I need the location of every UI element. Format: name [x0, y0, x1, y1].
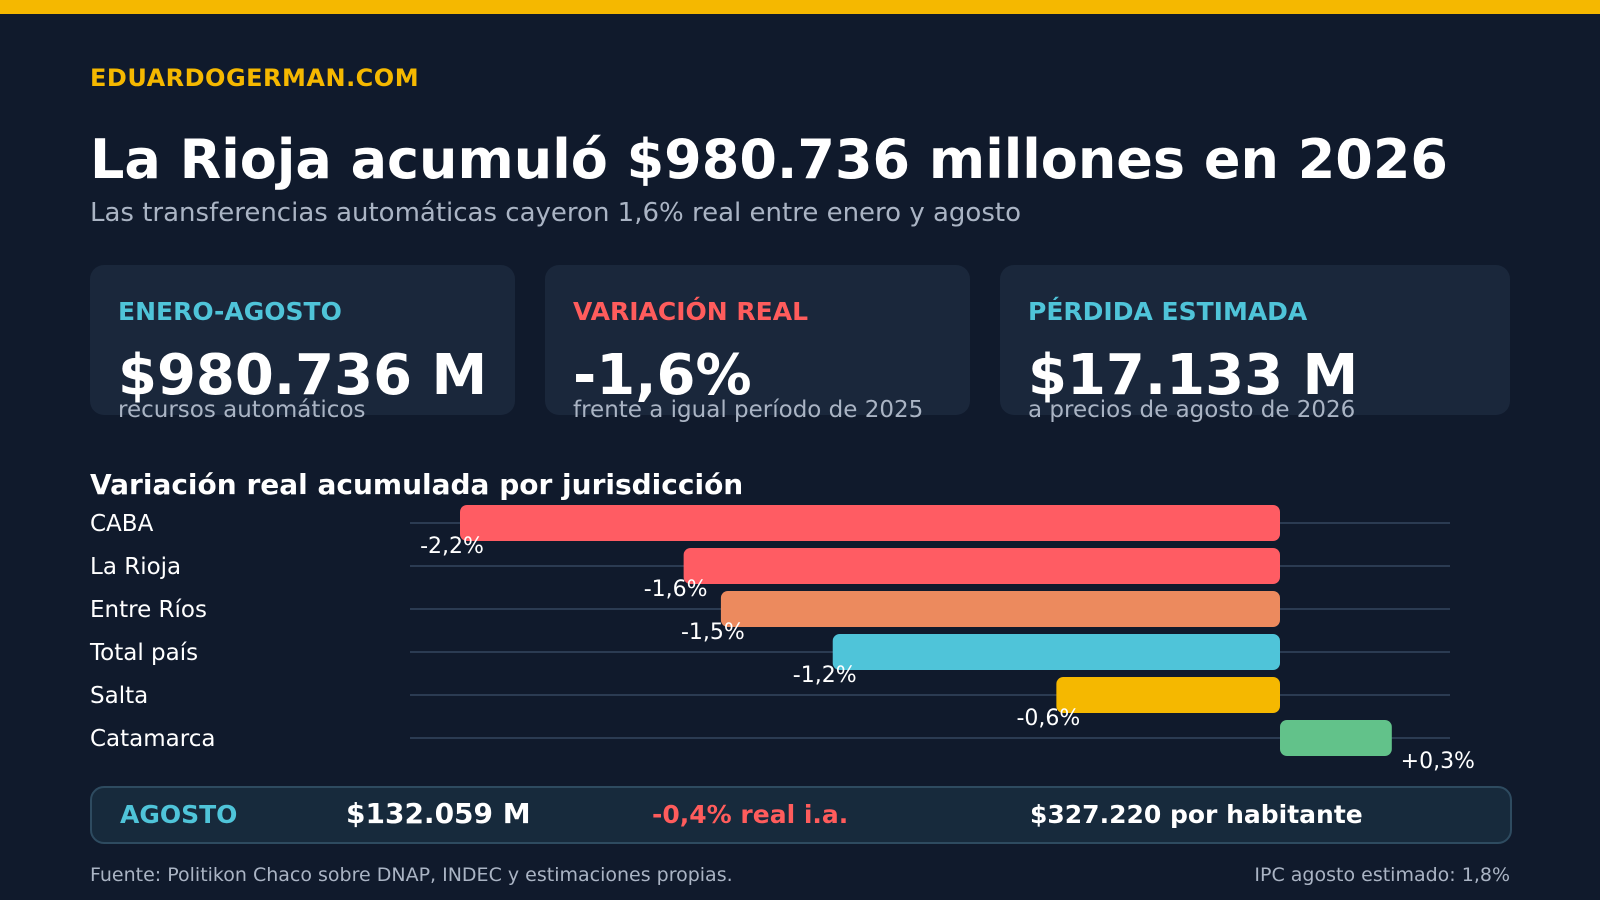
category-label: Entre Ríos	[90, 597, 207, 623]
summary-amount: $132.059 M	[346, 797, 531, 830]
kpi-label: VARIACIÓN REAL	[573, 297, 809, 326]
kpi-label: ENERO-AGOSTO	[118, 297, 342, 326]
bar	[683, 548, 1280, 584]
value-label: -2,2%	[420, 534, 484, 559]
top-accent-bar	[0, 0, 1600, 14]
headline: La Rioja acumuló $980.736 millones en 20…	[90, 128, 1448, 191]
summary-label: AGOSTO	[120, 800, 238, 829]
value-label: +0,3%	[1401, 749, 1475, 774]
category-label: CABA	[90, 511, 154, 537]
value-label: -1,5%	[681, 620, 745, 645]
value-label: -1,6%	[644, 577, 708, 602]
value-label: -0,6%	[1016, 706, 1080, 731]
category-label: Total país	[89, 640, 198, 666]
kpi-value: -1,6%	[573, 343, 752, 408]
kpi-note: frente a igual período de 2025	[573, 397, 924, 423]
source-note: Fuente: Politikon Chaco sobre DNAP, INDE…	[90, 864, 733, 886]
chart-title: Variación real acumulada por jurisdicció…	[90, 468, 744, 501]
bar	[1280, 720, 1392, 756]
kpi-card-variacion-real: VARIACIÓN REAL -1,6% frente a igual perí…	[545, 265, 970, 423]
value-label: -1,2%	[793, 663, 857, 688]
august-summary-bar: AGOSTO $132.059 M -0,4% real i.a. $327.2…	[90, 786, 1512, 844]
summary-per-capita: $327.220 por habitante	[1030, 800, 1363, 829]
kpi-card-enero-agosto: ENERO-AGOSTO $980.736 M recursos automát…	[90, 265, 515, 423]
kpi-note: recursos automáticos	[118, 397, 366, 423]
brand-name: EDUARDOGERMAN.COM	[90, 64, 420, 92]
kpi-label: PÉRDIDA ESTIMADA	[1028, 297, 1308, 326]
subheadline: Las transferencias automáticas cayeron 1…	[90, 198, 1021, 228]
category-label: Catamarca	[90, 726, 215, 752]
bar	[460, 505, 1280, 541]
ipc-note: IPC agosto estimado: 1,8%	[1254, 864, 1510, 886]
summary-variation: -0,4% real i.a.	[652, 800, 849, 829]
kpi-card-perdida-estimada: PÉRDIDA ESTIMADA $17.133 M a precios de …	[1000, 265, 1510, 423]
kpi-value: $17.133 M	[1028, 343, 1359, 408]
bar	[720, 591, 1280, 627]
bar	[1056, 677, 1280, 713]
kpi-value: $980.736 M	[118, 343, 488, 408]
category-label: La Rioja	[90, 554, 181, 580]
category-label: Salta	[90, 683, 148, 709]
bar	[832, 634, 1280, 670]
kpi-note: a precios de agosto de 2026	[1028, 397, 1356, 423]
